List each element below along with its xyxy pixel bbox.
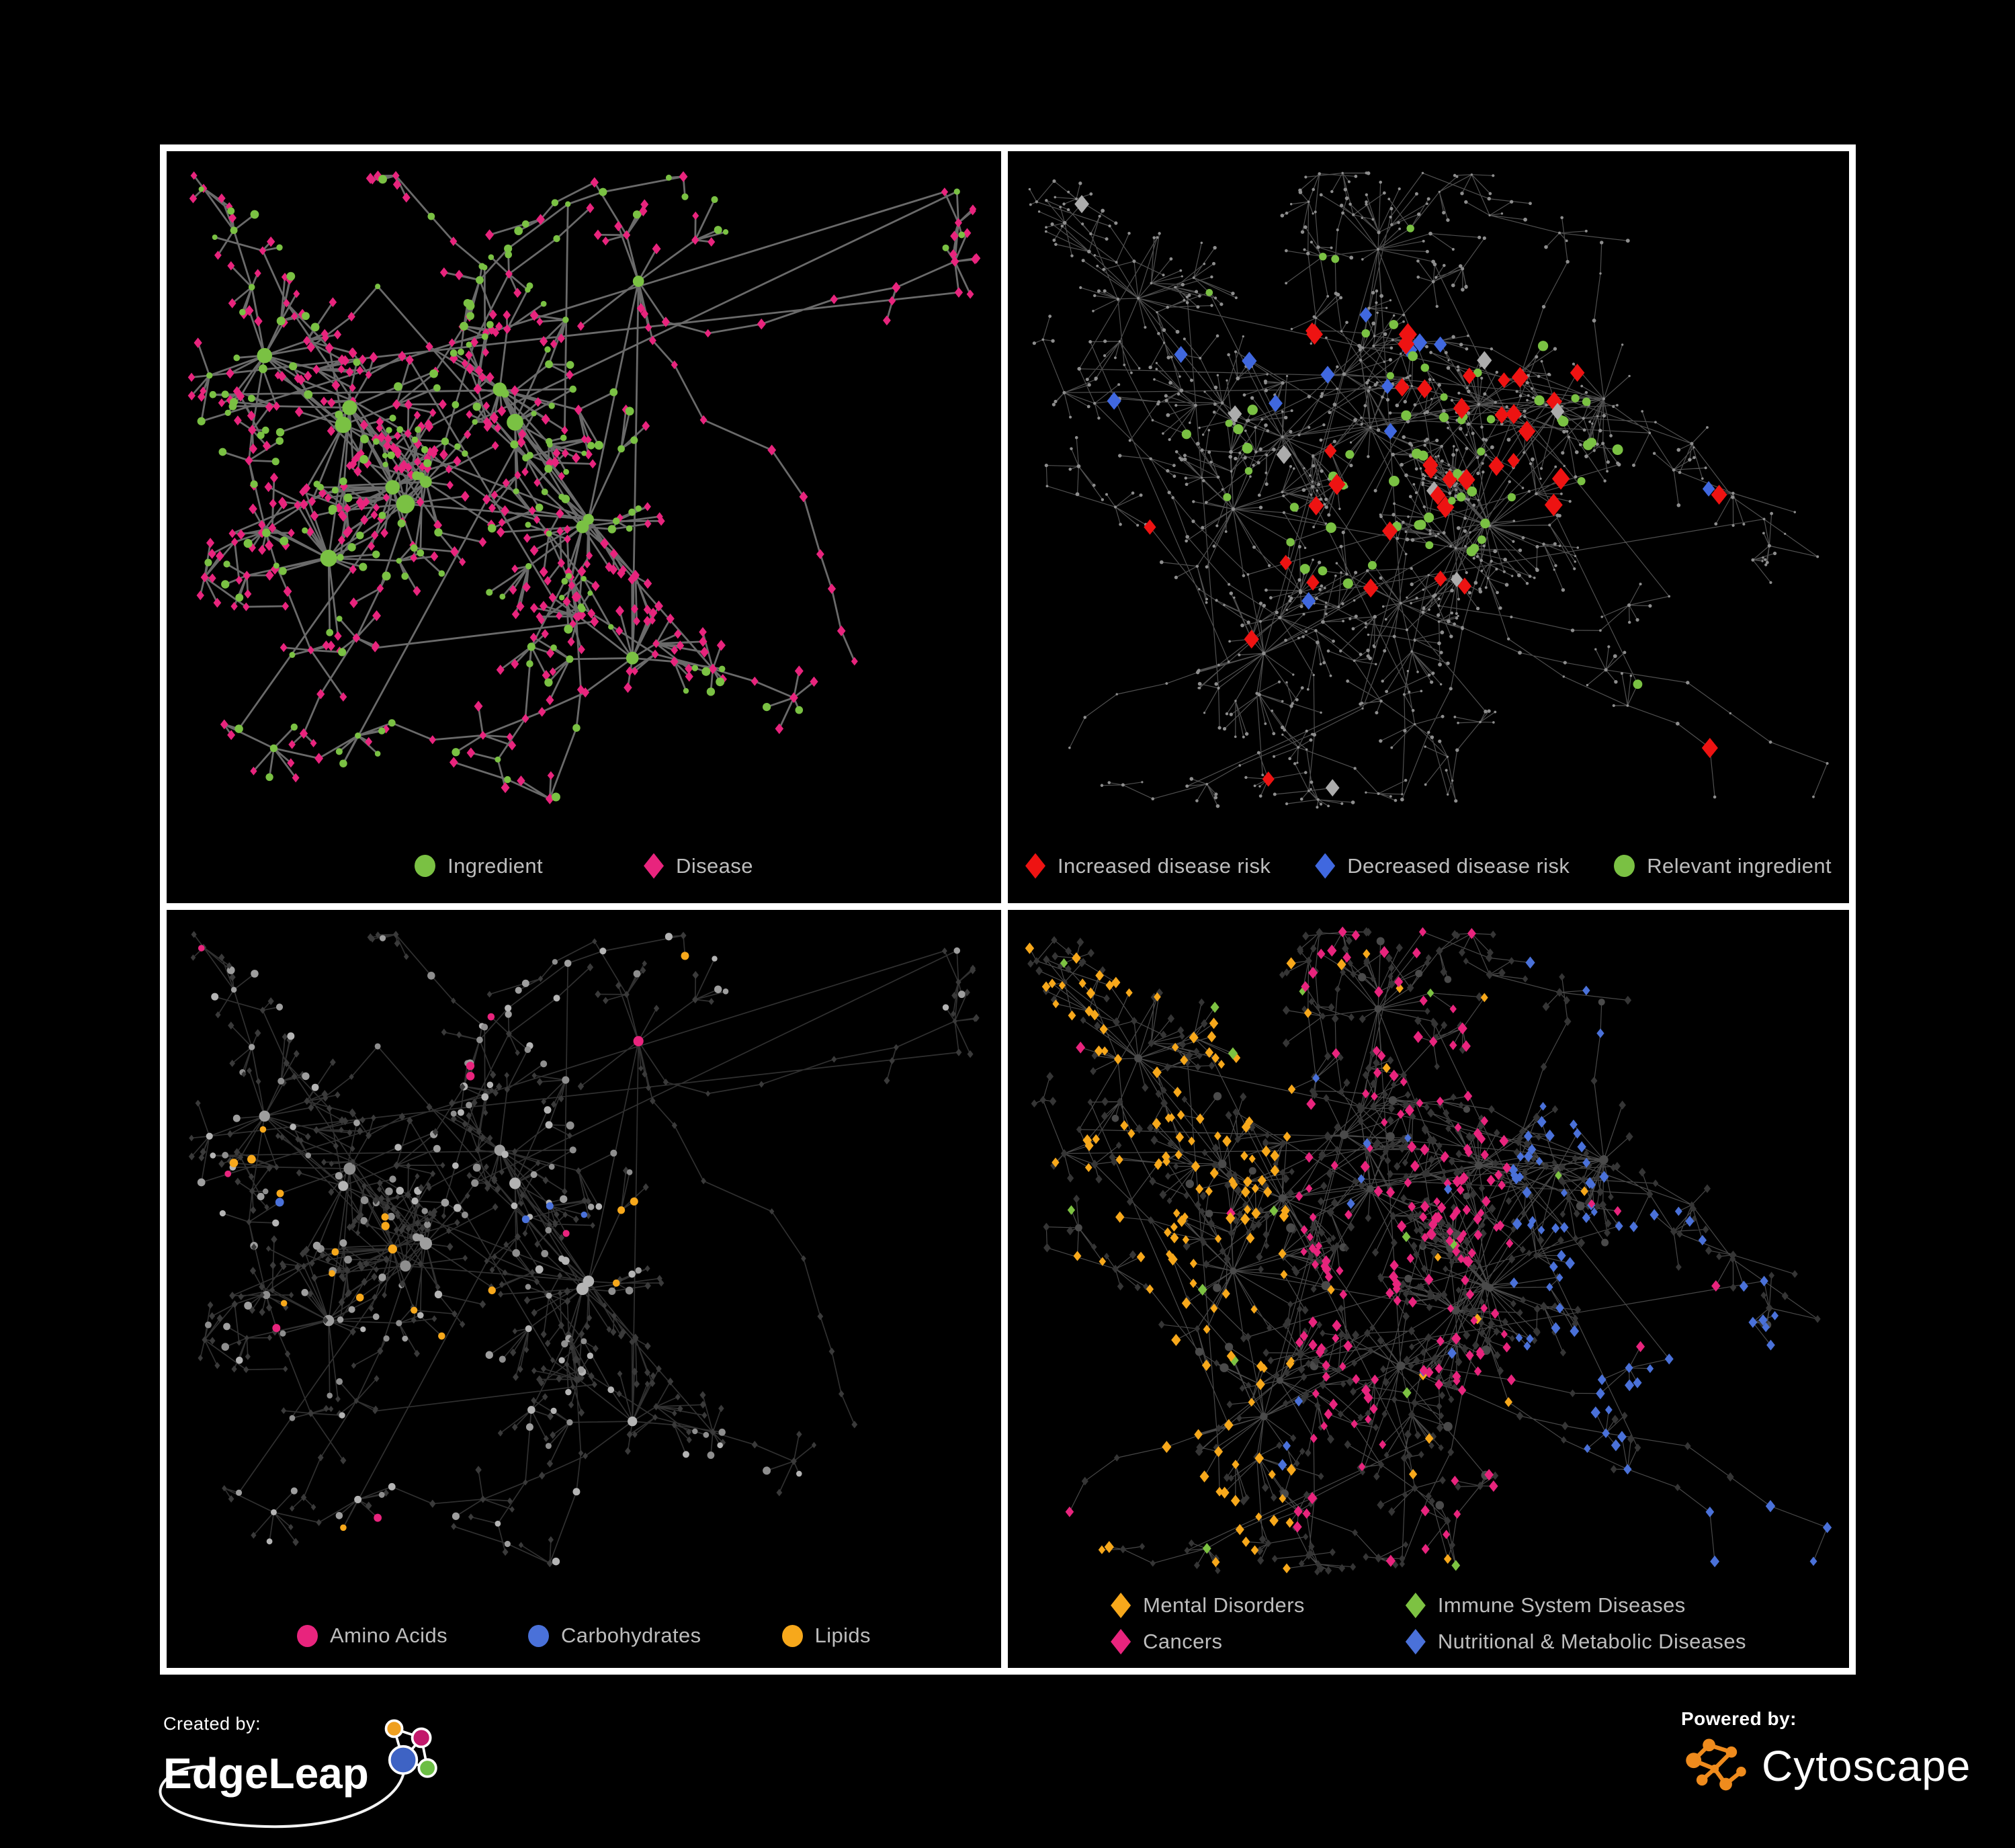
legend-label: Ingredient [447,853,544,878]
legend-label: Nutritional & Metabolic Diseases [1437,1630,1746,1653]
diamond-swatch [1405,1593,1426,1618]
legend-nutrient-classes: Amino Acids Carbohydrates Lipids [167,1624,1001,1648]
legend-ingredient-disease: Ingredient Disease [167,853,1001,879]
legend-item-disease: Disease [644,853,753,879]
legend-item-cancers: Cancers [1111,1629,1305,1654]
network-disease-categories [1025,926,1832,1575]
legend-label: Disease [676,853,753,878]
edgeleap-wordmark: EdgeLeap [163,1749,369,1798]
panel-ingredient-disease: Ingredient Disease [167,151,1008,910]
circle-swatch [781,1624,803,1647]
legend-label: Mental Disorders [1143,1593,1305,1617]
legend-label: Cancers [1143,1630,1223,1653]
diamond-swatch [644,853,664,879]
created-by-label: Created by: [163,1714,261,1734]
legend-disease-risk: Increased disease risk Decreased disease … [1008,853,1849,879]
legend-item-decreased-disease-risk: Decreased disease risk [1315,853,1570,879]
circle-swatch [415,855,436,877]
legend-item-ingredient: Ingredient [415,854,543,878]
circle-swatch [1614,855,1635,877]
circle-swatch [297,1624,318,1647]
legend-label: Immune System Diseases [1437,1593,1686,1617]
legend-label: Increased disease risk [1058,853,1271,878]
legend-label: Carbohydrates [561,1624,701,1647]
circle-swatch [528,1624,550,1647]
diamond-swatch [1111,1629,1131,1654]
edgeleap-brand-row: EdgeLeap [163,1719,445,1810]
legend-item-increased-disease-risk: Increased disease risk [1025,853,1271,879]
edgeleap-credit: Created by: EdgeLeap [159,1714,445,1829]
legend-item-immune-system-diseases: Immune System Diseases [1405,1593,1746,1618]
legend-label: Amino Acids [330,1624,448,1647]
panel-nutrient-classes: Amino Acids Carbohydrates Lipids [167,909,1008,1668]
legend-item-nutritional-metabolic-diseases: Nutritional & Metabolic Diseases [1405,1629,1746,1654]
cytoscape-wordmark: Cytoscape [1762,1742,1971,1790]
cytoscape-credit: Powered by: Cytoscape [1681,1708,1971,1801]
cytoscape-logo-icon [1686,1738,1746,1791]
legend-item-mental-disorders: Mental Disorders [1111,1593,1305,1618]
legend-disease-categories: Mental Disorders Immune System Diseases Ca… [1008,1593,1849,1654]
legend-item-carbohydrates: Carbohydrates [528,1624,701,1648]
diamond-swatch [1405,1629,1426,1654]
legend-item-relevant-ingredient: Relevant ingredient [1614,854,1832,878]
panel-disease-categories: Mental Disorders Immune System Diseases Ca… [1008,909,1849,1668]
legend-label: Relevant ingredient [1647,853,1832,878]
legend-label: Lipids [814,1624,871,1647]
legend-label: Decreased disease risk [1347,853,1570,878]
panel-disease-risk: Increased disease risk Decreased disease … [1008,151,1849,910]
powered-by-label: Powered by: [1681,1708,1797,1729]
network-ingredient-disease [187,170,981,804]
legend-item-lipids: Lipids [781,1624,871,1648]
edgeleap-logo-icon [384,1719,437,1778]
network-disease-risk [1028,171,1829,809]
diamond-swatch [1025,853,1046,879]
legend-item-amino-acids: Amino Acids [297,1624,447,1648]
panel-grid: Ingredient Disease Increased disease risk… [160,144,1856,1675]
diamond-swatch [1111,1593,1131,1618]
diamond-swatch [1315,853,1336,879]
network-nutrient-classes [188,930,980,1567]
cytoscape-brand-row: Cytoscape [1681,1731,1971,1801]
